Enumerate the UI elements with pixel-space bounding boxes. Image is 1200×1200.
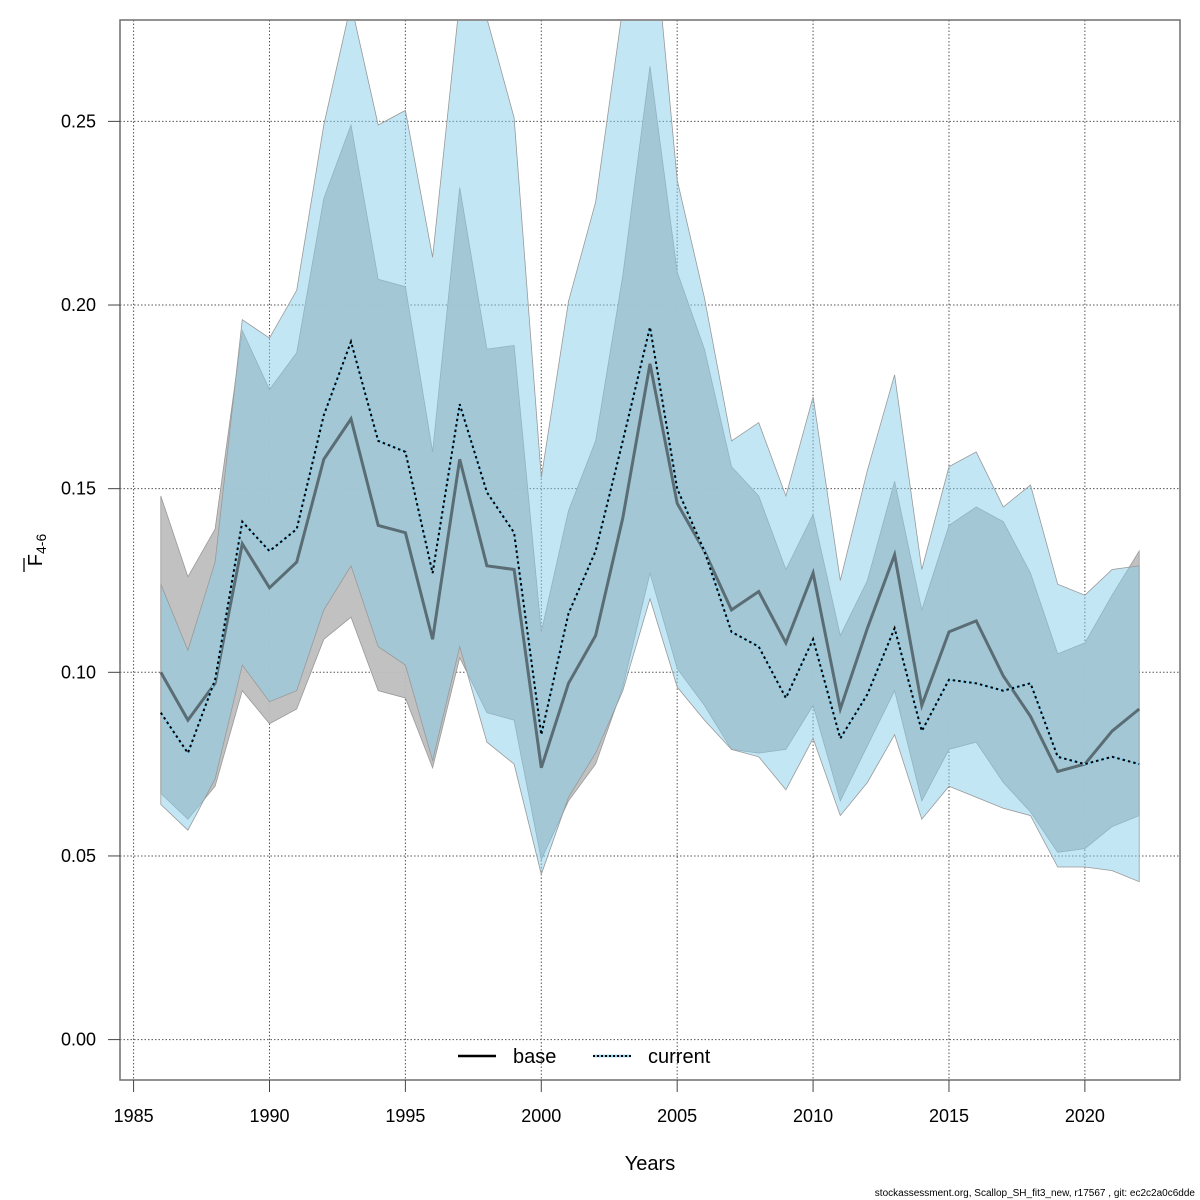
x-tick-label: 2000: [521, 1106, 561, 1126]
x-tick-label: 1995: [385, 1106, 425, 1126]
x-tick-label: 2020: [1065, 1106, 1105, 1126]
confidence-bands: [160, 21, 1140, 883]
x-tick-label: 2010: [793, 1106, 833, 1126]
y-axis: 0.00 0.05 0.10 0.15 0.20 0.25: [61, 111, 120, 1050]
x-tick-label: 1985: [114, 1106, 154, 1126]
series-lines: [159, 326, 1141, 774]
x-tick-label: 2015: [929, 1106, 969, 1126]
line-base: [159, 363, 1141, 774]
y-axis-title-subscript: 4-6: [33, 534, 49, 554]
x-tick-label: 1990: [249, 1106, 289, 1126]
legend-label-current: current: [648, 1046, 711, 1068]
y-tick-label: 0.05: [61, 846, 96, 866]
svg-text:F4-6: F4-6: [25, 534, 49, 567]
y-tick-label: 0.15: [61, 479, 96, 499]
x-axis: 1985 1990 1995 2000 2005 2010 2015 2020: [114, 1080, 1105, 1126]
x-axis-title: Years: [625, 1153, 675, 1175]
x-tick-label: 2005: [657, 1106, 697, 1126]
y-tick-label: 0.10: [61, 662, 96, 682]
y-axis-title-main: F: [25, 554, 47, 566]
plot-frame: [119, 19, 1181, 1081]
legend: base current: [458, 1046, 711, 1068]
y-tick-label: 0.25: [61, 111, 96, 131]
y-tick-label: 0.00: [61, 1030, 96, 1050]
footer-credit: stockassessment.org, Scallop_SH_fit3_new…: [875, 1188, 1196, 1199]
y-axis-title: F4-6: [23, 534, 49, 572]
legend-label-base: base: [513, 1046, 556, 1068]
band-current: [160, 21, 1140, 883]
y-tick-label: 0.20: [61, 295, 96, 315]
line-current: [159, 326, 1140, 766]
